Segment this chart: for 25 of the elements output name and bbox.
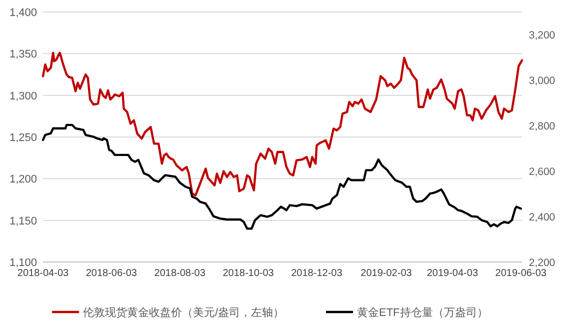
x-tick-label: 2019-04-03 (426, 268, 478, 279)
y-tick-label: 1,300 (9, 90, 37, 102)
y2-tick-label: 2,600 (528, 166, 556, 178)
x-tick-label: 2018-12-03 (291, 268, 343, 279)
x-tick-label: 2019-06-03 (495, 268, 547, 279)
y-tick-label: 1,200 (9, 174, 37, 186)
x-tick-label: 2018-10-03 (222, 268, 274, 279)
y2-tick-label: 2,200 (528, 257, 556, 269)
x-tick-label: 2018-06-03 (86, 268, 138, 279)
y-tick-label: 1,400 (9, 7, 37, 19)
y-tick-label: 1,150 (9, 215, 37, 228)
y2-tick-label: 2,400 (528, 212, 556, 224)
legend-label: 黄金ETF持仓量（万盎司） (357, 306, 488, 319)
y2-tick-label: 3,000 (528, 75, 556, 88)
x-tick-label: 2019-02-03 (360, 268, 412, 279)
line-series (42, 52, 524, 196)
line-series (42, 124, 522, 230)
y-tick-label: 1,250 (9, 132, 37, 144)
legend-label: 伦敦现货黄金收盘价（美元/盎司，左轴） (83, 306, 284, 319)
x-tick-label: 2018-08-03 (154, 268, 206, 279)
y-tick-label: 1,100 (9, 257, 37, 269)
y2-tick-label: 2,800 (528, 120, 556, 133)
y2-tick-label: 3,200 (528, 30, 556, 42)
x-tick-label: 2018-04-03 (17, 268, 70, 279)
y-tick-label: 1,350 (9, 48, 37, 61)
